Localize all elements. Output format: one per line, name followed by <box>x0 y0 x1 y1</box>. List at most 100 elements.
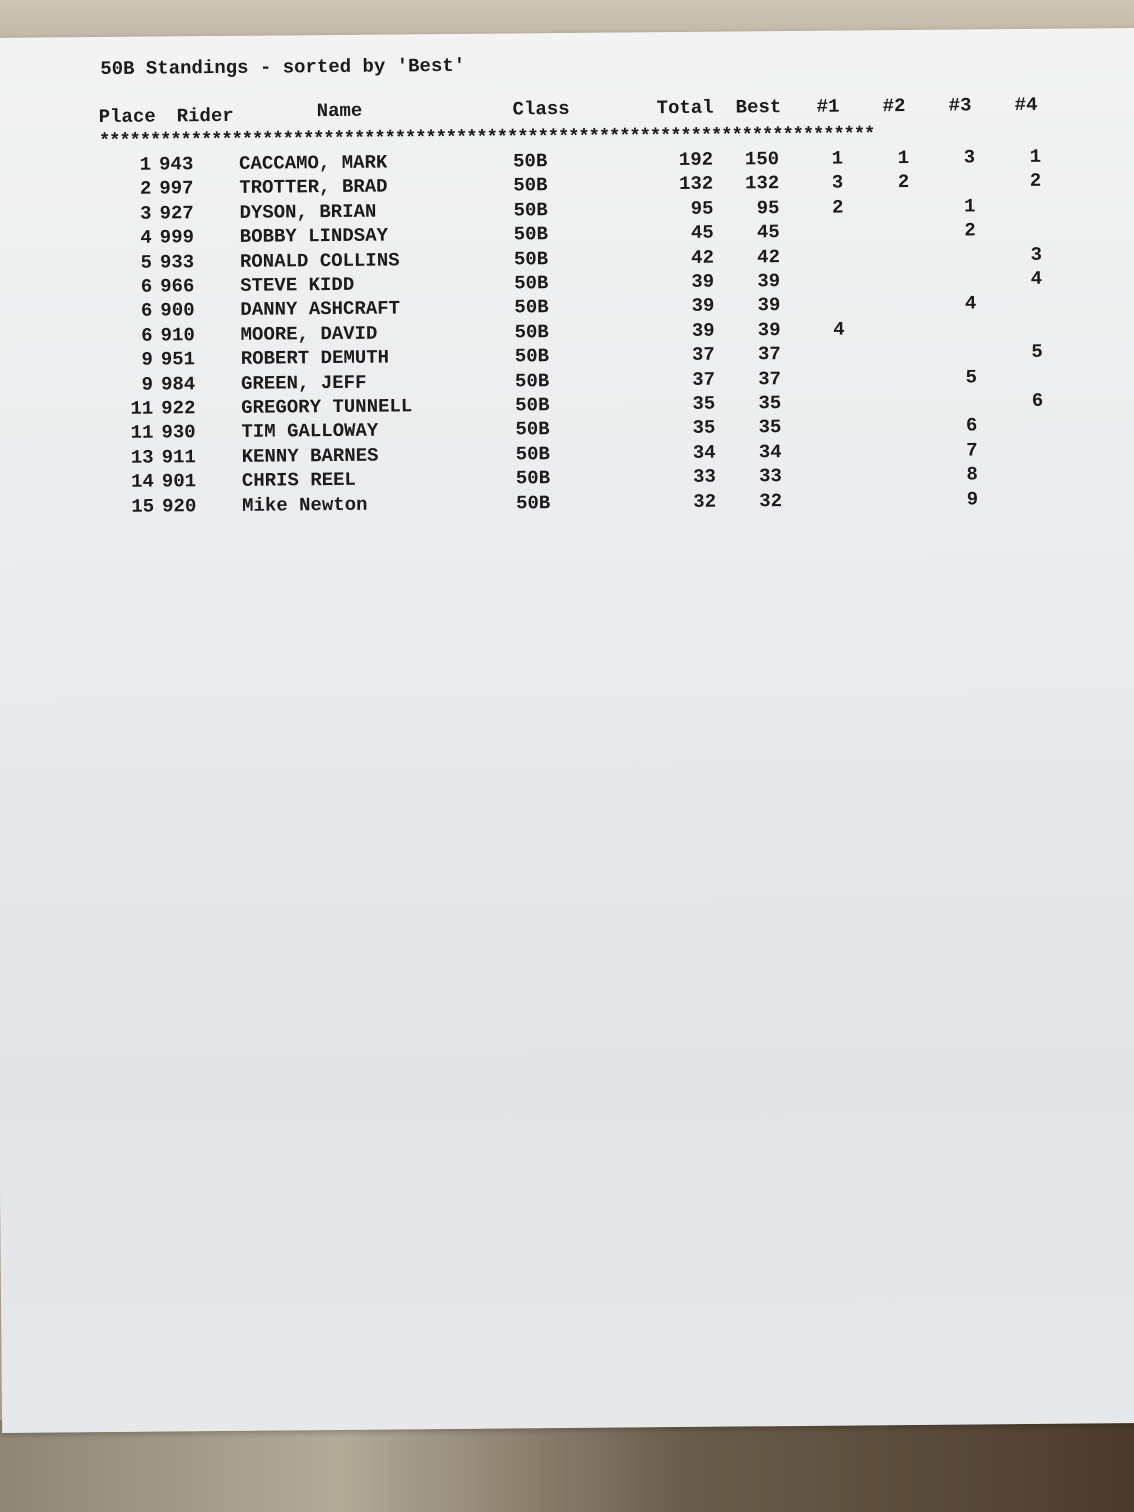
cell-best: 32 <box>759 489 783 512</box>
cell-r3: 3 <box>963 146 976 169</box>
cell-rider: 966 <box>160 275 195 298</box>
cell-name: RONALD COLLINS <box>239 249 400 273</box>
cell-name: TROTTER, BRAD <box>239 175 388 200</box>
cell-class: 50B <box>515 491 551 515</box>
cell-name: BOBBY LINDSAY <box>239 224 389 249</box>
cell-best: 132 <box>744 172 780 195</box>
cell-name: GREGORY TUNNELL <box>241 395 413 419</box>
floor-background <box>0 1420 1134 1512</box>
cell-r1: 3 <box>831 171 844 195</box>
cell-r4: 3 <box>1030 243 1043 266</box>
cell-best: 39 <box>757 270 781 293</box>
cell-r3: 8 <box>966 463 978 486</box>
header-best: Best <box>735 96 782 119</box>
cell-best: 150 <box>744 148 780 171</box>
cell-total: 42 <box>691 246 715 269</box>
cell-name: CHRIS REEL <box>241 469 356 493</box>
cell-best: 33 <box>758 465 782 488</box>
cell-rider: 911 <box>161 446 196 469</box>
cell-total: 192 <box>678 148 714 171</box>
cell-r2: 2 <box>897 171 910 194</box>
cell-rider: 999 <box>159 226 195 249</box>
cell-rider: 943 <box>159 153 194 176</box>
cell-class: 50B <box>513 150 548 173</box>
cell-r1: 1 <box>831 147 844 170</box>
header-round-1: #1 <box>816 95 840 118</box>
header-rider: Rider <box>176 104 234 128</box>
cell-class: 50B <box>513 174 548 197</box>
cell-best: 42 <box>757 245 781 268</box>
cell-class: 50B <box>514 320 549 344</box>
cell-place: 9 <box>141 348 153 371</box>
cell-class: 50B <box>513 198 548 222</box>
cell-rider: 901 <box>161 470 197 493</box>
cell-r4: 2 <box>1029 170 1042 193</box>
cell-name: DANNY ASHCRAFT <box>240 297 401 322</box>
cell-rider: 920 <box>161 494 197 518</box>
cell-rider: 930 <box>161 421 196 444</box>
cell-place: 1 <box>139 153 152 176</box>
header-separator: ****************************************… <box>98 123 875 153</box>
header-round-3: #3 <box>948 94 972 117</box>
cell-r3: 7 <box>966 439 978 462</box>
cell-best: 37 <box>757 343 781 366</box>
header-total: Total <box>656 96 714 120</box>
cell-r3: 6 <box>965 414 978 437</box>
cell-name: GREEN, JEFF <box>240 371 367 395</box>
cell-place: 9 <box>141 373 154 396</box>
cell-r4: 1 <box>1029 145 1042 168</box>
cell-place: 11 <box>130 397 154 420</box>
cell-place: 6 <box>140 299 153 323</box>
cell-name: KENNY BARNES <box>241 444 379 468</box>
cell-r4: 4 <box>1030 267 1043 290</box>
header-class: Class <box>512 97 570 121</box>
cell-rider: 927 <box>159 202 194 225</box>
cell-class: 50B <box>515 394 550 417</box>
cell-place: 5 <box>140 251 153 274</box>
cell-name: DYSON, BRIAN <box>239 200 377 224</box>
cell-total: 39 <box>691 295 715 318</box>
cell-rider: 997 <box>159 177 194 200</box>
cell-r4: 5 <box>1031 341 1043 364</box>
cell-total: 33 <box>692 465 716 489</box>
cell-best: 35 <box>758 392 782 415</box>
cell-class: 50B <box>515 467 551 490</box>
cell-name: ROBERT DEMUTH <box>240 346 390 371</box>
header-place: Place <box>98 105 156 129</box>
cell-class: 50B <box>515 442 550 466</box>
cell-r4: 6 <box>1031 389 1044 412</box>
cell-rider: 910 <box>160 324 195 347</box>
cell-r1: 2 <box>832 196 844 219</box>
cell-total: 132 <box>678 173 714 196</box>
cell-class: 50B <box>513 247 549 271</box>
cell-best: 34 <box>758 440 782 464</box>
cell-total: 35 <box>692 417 716 440</box>
cell-total: 95 <box>690 197 714 220</box>
cell-rider: 933 <box>159 250 195 274</box>
cell-r3: 4 <box>964 292 977 315</box>
cell-r3: 1 <box>964 195 976 218</box>
cell-name: TIM GALLOWAY <box>241 420 379 444</box>
cell-r3: 2 <box>964 219 976 242</box>
cell-total: 34 <box>692 441 716 464</box>
printed-page: 50B Standings - sorted by 'Best' Place R… <box>0 27 1134 1433</box>
cell-name: MOORE, DAVID <box>240 322 378 346</box>
cell-place: 4 <box>140 226 152 249</box>
cell-r1: 4 <box>833 318 845 341</box>
cell-best: 45 <box>756 221 780 244</box>
cell-total: 35 <box>692 392 716 415</box>
header-round-4: #4 <box>1014 93 1038 117</box>
cell-rider: 922 <box>161 397 196 420</box>
cell-place: 3 <box>140 202 152 225</box>
cell-class: 50B <box>515 418 550 441</box>
cell-place: 6 <box>140 275 153 298</box>
header-round-2: #2 <box>882 95 906 118</box>
page-title: 50B Standings - sorted by 'Best' <box>100 54 466 81</box>
cell-class: 50B <box>513 223 549 246</box>
cell-best: 35 <box>758 416 782 439</box>
cell-total: 39 <box>691 319 715 342</box>
cell-r2: 1 <box>897 146 910 170</box>
cell-best: 95 <box>756 196 780 220</box>
cell-rider: 951 <box>160 348 196 371</box>
cell-rider: 900 <box>160 299 195 322</box>
